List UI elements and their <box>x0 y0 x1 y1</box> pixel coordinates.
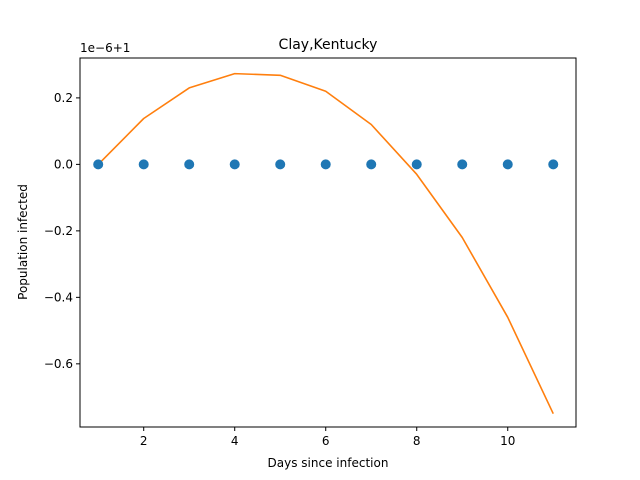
scatter-point <box>275 159 286 170</box>
y-tick-label: 0.2 <box>54 91 73 105</box>
y-axis-label: Population infected <box>16 184 30 300</box>
x-axis: 2 4 6 8 10 <box>140 427 515 448</box>
plot-area <box>93 72 559 415</box>
axes-frame <box>79 57 577 428</box>
x-tick-label: 8 <box>413 434 421 448</box>
scatter-point <box>411 159 422 170</box>
y-axis: −0.6 −0.4 −0.2 0.0 0.2 <box>44 91 80 371</box>
scatter-point <box>320 159 331 170</box>
x-tick-label: 4 <box>231 434 239 448</box>
chart-title: Clay,Kentucky <box>279 37 378 53</box>
scatter-point <box>93 159 104 170</box>
x-tick-label: 2 <box>140 434 148 448</box>
x-tick-label: 10 <box>500 434 515 448</box>
scatter-point <box>366 159 377 170</box>
line-series <box>97 72 554 415</box>
x-axis-label: Days since infection <box>268 456 389 470</box>
scatter-point <box>229 159 240 170</box>
scatter-point <box>184 159 195 170</box>
scatter-point <box>502 159 513 170</box>
scatter-point <box>457 159 468 170</box>
y-tick-label: −0.2 <box>44 224 73 238</box>
y-tick-label: 0.0 <box>54 157 73 171</box>
scatter-point <box>138 159 149 170</box>
scatter-point <box>548 159 559 170</box>
y-tick-label: −0.4 <box>44 290 73 304</box>
y-offset-label: 1e−6+1 <box>80 41 130 55</box>
x-tick-label: 6 <box>322 434 330 448</box>
y-tick-label: −0.6 <box>44 357 73 371</box>
